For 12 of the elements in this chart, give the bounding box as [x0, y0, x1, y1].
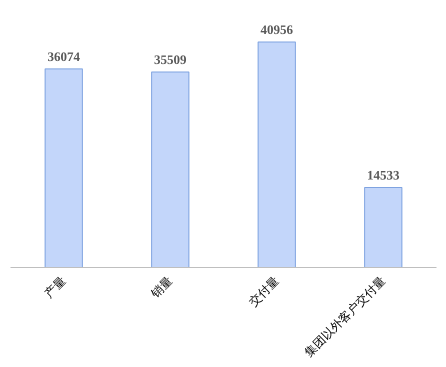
bar [258, 42, 296, 268]
data-label: 35509 [154, 52, 187, 68]
data-label: 40956 [260, 22, 294, 38]
data-label: 36074 [48, 48, 80, 64]
bar [364, 187, 402, 268]
x-tick-label: 销量 [148, 274, 176, 302]
x-tick-label: 交付量 [246, 274, 282, 309]
bar [151, 72, 190, 268]
bar [44, 68, 83, 268]
data-label: 14533 [367, 168, 400, 183]
x-tick-label: 产量 [42, 274, 69, 300]
x-tick-label: 集团以外客户交付量 [302, 274, 388, 360]
